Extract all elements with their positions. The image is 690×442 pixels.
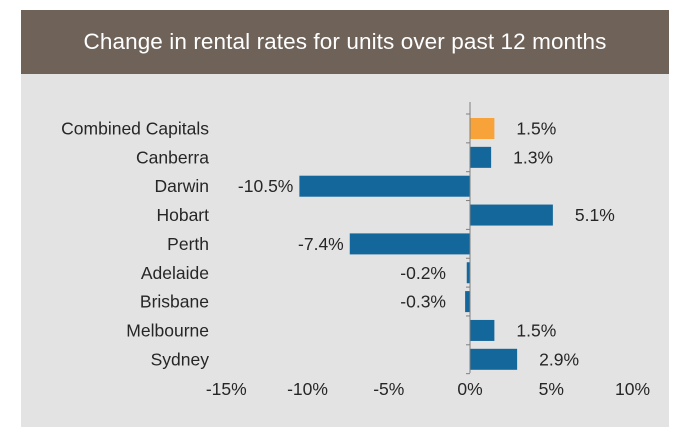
data-label: -0.2% — [400, 263, 446, 283]
x-tick-label: 5% — [539, 379, 564, 399]
data-label: -7.4% — [298, 234, 344, 254]
category-label: Canberra — [136, 147, 209, 167]
x-tick-label: -5% — [373, 379, 404, 399]
bar — [470, 118, 495, 139]
bar — [470, 348, 518, 370]
data-label: 1.5% — [516, 320, 556, 340]
data-label: 5.1% — [575, 205, 615, 225]
category-label: Combined Capitals — [61, 119, 209, 139]
bar — [470, 319, 495, 341]
data-label: -0.3% — [400, 292, 446, 312]
bar — [349, 233, 470, 255]
category-label: Sydney — [151, 349, 210, 369]
bar — [470, 204, 553, 226]
chart-title-bar: Change in rental rates for units over pa… — [21, 10, 669, 74]
category-label: Hobart — [156, 205, 209, 225]
x-tick-label: -10% — [287, 379, 328, 399]
category-label: Perth — [167, 234, 209, 254]
data-label: 1.3% — [513, 147, 553, 167]
x-tick-label: -15% — [206, 379, 247, 399]
bar-chart: Combined Capitals 1.5% Canberra 1.3% Darwin -… — [61, 102, 650, 399]
x-tick-label: 0% — [457, 379, 482, 399]
category-label: Melbourne — [126, 320, 209, 340]
category-label: Darwin — [155, 176, 209, 196]
data-label: -10.5% — [238, 176, 293, 196]
bar — [465, 291, 470, 313]
data-label: 1.5% — [516, 119, 556, 139]
category-label: Brisbane — [140, 292, 209, 312]
chart-title: Change in rental rates for units over pa… — [83, 29, 607, 54]
x-tick-label: 10% — [615, 379, 650, 399]
bar — [470, 146, 492, 168]
bar — [299, 175, 470, 197]
data-label: 2.9% — [539, 349, 579, 369]
bar — [466, 262, 470, 284]
chart-panel: Change in rental rates for units over pa… — [21, 10, 669, 427]
category-label: Adelaide — [141, 263, 209, 283]
